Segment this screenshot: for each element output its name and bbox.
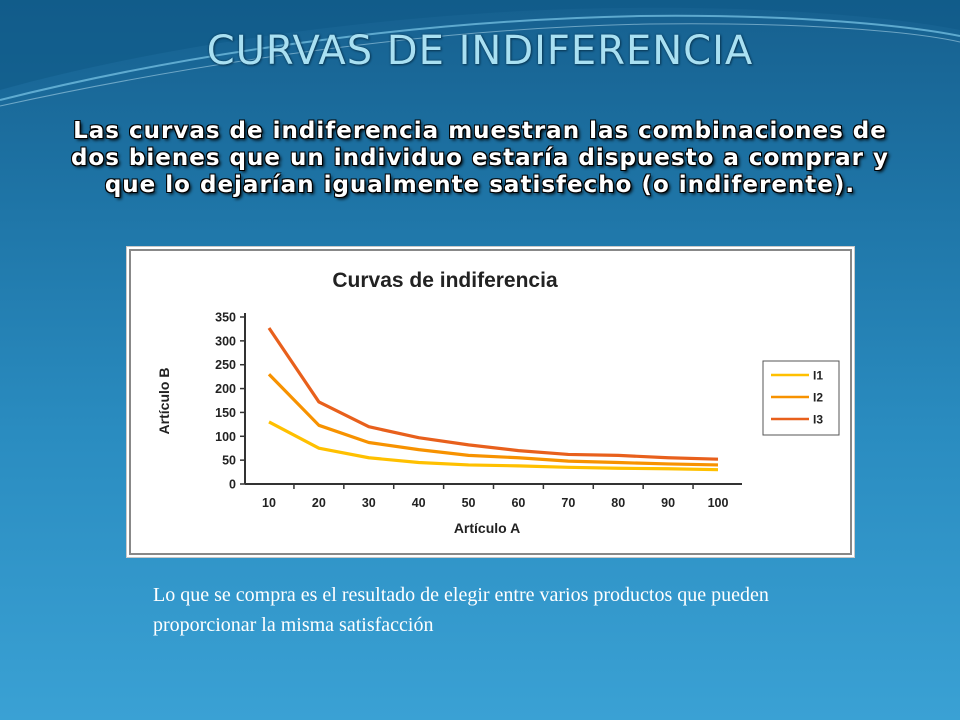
y-tick-label: 50	[222, 454, 236, 468]
decorative-wave	[0, 0, 960, 107]
chart-legend: I1 I2 I3	[762, 360, 840, 436]
legend-label: I2	[813, 391, 823, 405]
y-tick-label: 350	[215, 311, 236, 325]
y-tick-label: 150	[215, 406, 236, 420]
y-tick-label: 250	[215, 358, 236, 372]
indifference-chart: Curvas de indiferencia 0 50 100 150 200 250 30…	[129, 249, 852, 555]
y-tick-label: 200	[215, 382, 236, 396]
series-line-i1	[268, 420, 719, 472]
x-ticks: 10 20 30 40 50 60 70 80 90 100	[262, 484, 728, 510]
slide-title: CURVAS DE INDIFERENCIA	[206, 28, 754, 74]
x-tick-label: 30	[362, 496, 376, 510]
series-lines	[267, 327, 719, 472]
y-axis-label: Artículo B	[156, 368, 172, 435]
x-tick-label: 60	[511, 496, 525, 510]
chart-title: Curvas de indiferencia	[332, 269, 558, 292]
x-tick-label: 20	[312, 496, 326, 510]
y-ticks: 0 50 100 150 200 250 300 350	[215, 311, 245, 492]
y-tick-label: 100	[215, 430, 236, 444]
slide-caption: Lo que se compra es el resultado de eleg…	[153, 584, 769, 636]
y-tick-label: 300	[215, 334, 236, 348]
x-tick-label: 70	[561, 496, 575, 510]
x-tick-label: 10	[262, 496, 276, 510]
x-tick-label: 90	[661, 496, 675, 510]
legend-label: I1	[813, 369, 823, 383]
series-line-i2	[267, 373, 719, 467]
y-tick-label: 0	[229, 478, 236, 492]
x-tick-label: 100	[708, 496, 729, 510]
x-tick-label: 80	[611, 496, 625, 510]
x-tick-label: 50	[462, 496, 476, 510]
x-tick-label: 40	[412, 496, 426, 510]
x-axis-label: Artículo A	[454, 520, 520, 536]
slide-subtitle: Las curvas de indiferencia muestran las …	[70, 118, 890, 198]
series-line-i3	[267, 327, 719, 461]
chart-container: Curvas de indiferencia 0 50 100 150 200 250 30…	[127, 247, 854, 557]
legend-label: I3	[813, 413, 823, 427]
